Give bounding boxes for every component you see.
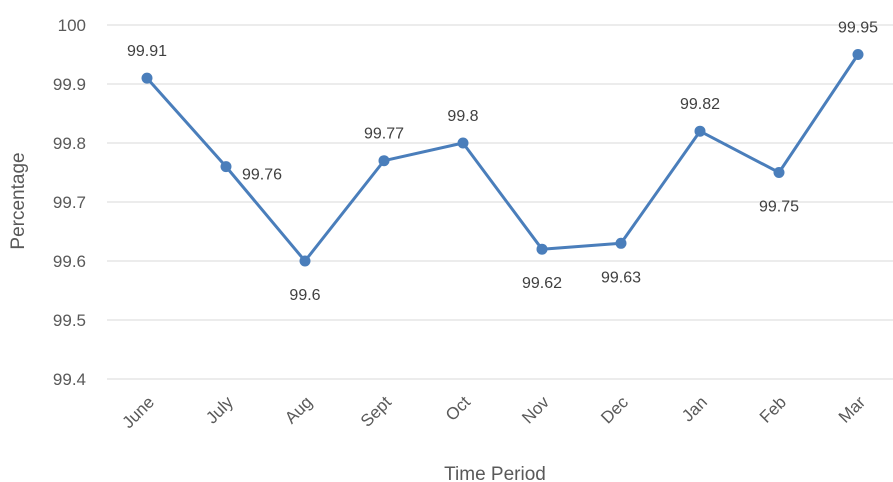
data-point [457, 137, 469, 149]
y-axis-title: Percentage [8, 152, 29, 249]
y-tick-label: 99.6 [53, 252, 86, 271]
y-tick-label: 99.8 [53, 134, 86, 153]
data-point [536, 243, 548, 255]
x-tick-label: Nov [518, 392, 553, 427]
y-tick-label: 99.5 [53, 311, 86, 330]
data-label: 99.63 [601, 269, 641, 286]
data-label: 99.95 [838, 20, 878, 37]
x-tick-label: Jan [678, 393, 711, 426]
data-point [378, 155, 390, 167]
data-point [615, 237, 627, 249]
x-axis-title: Time Period [444, 464, 546, 482]
data-label: 99.8 [447, 108, 478, 125]
data-point [220, 161, 232, 173]
data-point [141, 72, 153, 84]
gridlines [107, 24, 893, 380]
x-tick-label: Dec [597, 392, 632, 427]
y-tick-label: 99.7 [53, 193, 86, 212]
data-label: 99.62 [522, 275, 562, 292]
x-tick-label: Aug [281, 393, 316, 428]
data-label: 99.75 [759, 199, 799, 216]
y-axis-ticks: 99.4 99.5 99.6 99.7 99.8 99.9 100 [53, 16, 86, 389]
data-point [299, 255, 311, 267]
data-label: 99.76 [242, 167, 282, 184]
x-tick-label: Oct [442, 392, 474, 424]
data-label: 99.6 [289, 287, 320, 304]
data-label: 99.82 [680, 96, 720, 113]
y-tick-label: 100 [58, 16, 86, 35]
x-tick-label: June [119, 393, 159, 433]
x-tick-label: July [202, 392, 237, 427]
series-group [141, 49, 864, 267]
x-axis-ticks: June July Aug Sept Oct Nov Dec Jan Feb Mar [119, 392, 870, 432]
x-tick-label: Mar [835, 392, 869, 426]
y-tick-label: 99.9 [53, 75, 86, 94]
x-tick-label: Feb [756, 393, 790, 427]
series-line [145, 53, 860, 263]
y-tick-label: 99.4 [53, 370, 86, 389]
data-point [694, 125, 706, 137]
data-point [773, 167, 785, 178]
data-label: 99.77 [364, 126, 404, 143]
data-point [852, 49, 864, 60]
data-labels: 99.91 99.76 99.6 99.77 99.8 99.62 99.63 99.82 99… [127, 20, 878, 305]
x-tick-label: Sept [357, 392, 395, 430]
data-label: 99.91 [127, 43, 167, 60]
